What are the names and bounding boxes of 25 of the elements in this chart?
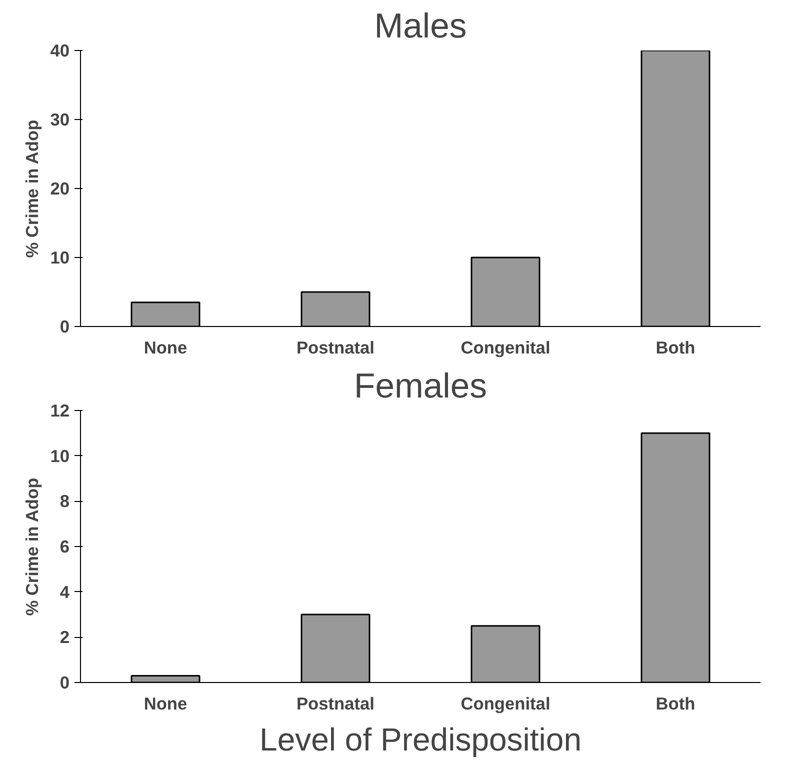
y-tick-label: 0	[60, 316, 70, 336]
y-tick-label: 8	[60, 491, 70, 512]
y-tick-label: 4	[60, 582, 70, 602]
y-tick-label: 6	[60, 536, 70, 556]
y-tick-label: 0	[60, 672, 70, 692]
y-tick-label: 12	[50, 400, 70, 420]
y-tick-label: 2	[60, 627, 70, 648]
y-axis-title: % Crime in Adop	[22, 120, 42, 258]
x-tick-label: Both	[656, 694, 696, 714]
x-axis-title: Level of Predisposition	[260, 722, 582, 758]
y-tick-label: 40	[50, 40, 70, 60]
chart-title: Females	[354, 368, 487, 406]
y-tick-label: 30	[50, 110, 70, 130]
x-tick-label: Both	[656, 338, 696, 358]
x-tick-label: Congenital	[460, 694, 550, 714]
x-tick-label: None	[144, 338, 188, 358]
chart-title: Males	[374, 8, 467, 46]
y-tick-label: 10	[50, 248, 70, 268]
y-tick-label: 10	[50, 446, 70, 466]
x-tick-label: None	[144, 694, 188, 714]
y-axis-title: % Crime in Adop	[22, 478, 42, 616]
x-tick-label: Congenital	[460, 338, 550, 358]
y-tick-label: 20	[50, 178, 70, 198]
x-tick-label: Postnatal	[296, 694, 375, 714]
x-tick-label: Postnatal	[296, 338, 375, 358]
